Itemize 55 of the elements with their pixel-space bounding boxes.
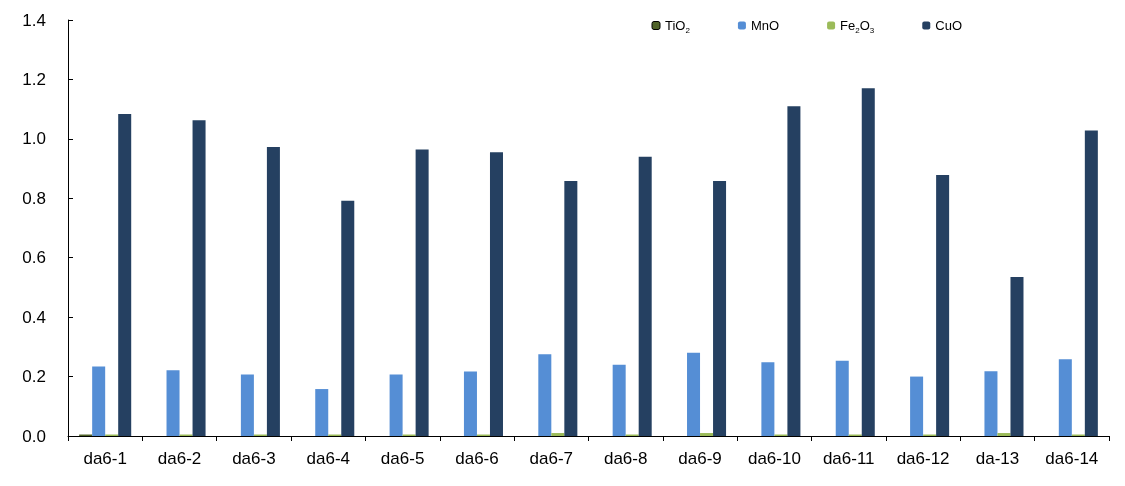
bar: [266, 146, 280, 436]
x-tick-label: da6-3: [232, 449, 276, 468]
bar: [389, 374, 403, 436]
bar: [166, 370, 180, 436]
x-tick-label: da6-10: [747, 449, 801, 468]
bar: [463, 371, 477, 436]
bar: [1058, 359, 1072, 436]
y-tick-label: 1.0: [22, 129, 46, 149]
bar: [997, 433, 1011, 436]
x-tick-label: da6-11: [822, 449, 875, 468]
x-tick-label: da6-9: [678, 449, 722, 468]
x-tick-label: da6-8: [603, 449, 648, 468]
x-tick-label: da6-1: [83, 449, 127, 468]
bar: [92, 366, 106, 436]
bar: [861, 88, 875, 436]
y-tick-label: 0.4: [22, 307, 46, 327]
x-tick-label: da6-7: [529, 449, 574, 468]
bar: [700, 433, 714, 436]
bar: [240, 374, 254, 436]
x-tick-label: da6-12: [896, 449, 950, 468]
bar: [835, 360, 849, 436]
bar: [1010, 277, 1024, 436]
legend-label: CuO: [935, 18, 962, 33]
bar: [538, 354, 552, 436]
bar: [415, 149, 429, 436]
y-tick-label: 0.6: [22, 248, 46, 268]
bar: [984, 371, 998, 436]
bar: [192, 120, 206, 436]
bar: [489, 152, 503, 436]
bar: [564, 181, 578, 436]
y-tick-label: 1.2: [22, 69, 46, 89]
bar: [910, 376, 924, 436]
legend-label: MnO: [750, 18, 780, 33]
y-tick-label: 0.8: [22, 188, 46, 208]
bar: [1084, 130, 1098, 436]
bar: [118, 113, 132, 436]
y-tick-label: 1.4: [22, 10, 46, 30]
bar: [341, 200, 355, 436]
bar: [761, 362, 775, 436]
bar: [787, 106, 801, 436]
x-tick-label: da6-14: [1045, 449, 1099, 468]
bar: [713, 181, 727, 436]
x-tick-label: da6-5: [380, 449, 425, 468]
y-tick-label: 0.0: [22, 426, 46, 446]
x-tick-label: da6-2: [157, 449, 202, 468]
bar: [687, 352, 701, 436]
bar: [638, 156, 652, 436]
x-tick-label: da6-6: [455, 449, 499, 468]
x-tick-label: da-13: [975, 449, 1020, 468]
bar: [551, 433, 565, 436]
bar: [315, 389, 329, 436]
bar: [936, 175, 950, 436]
y-tick-label: 0.2: [22, 367, 46, 387]
x-tick-label: da6-4: [306, 449, 350, 468]
bar: [612, 364, 626, 436]
